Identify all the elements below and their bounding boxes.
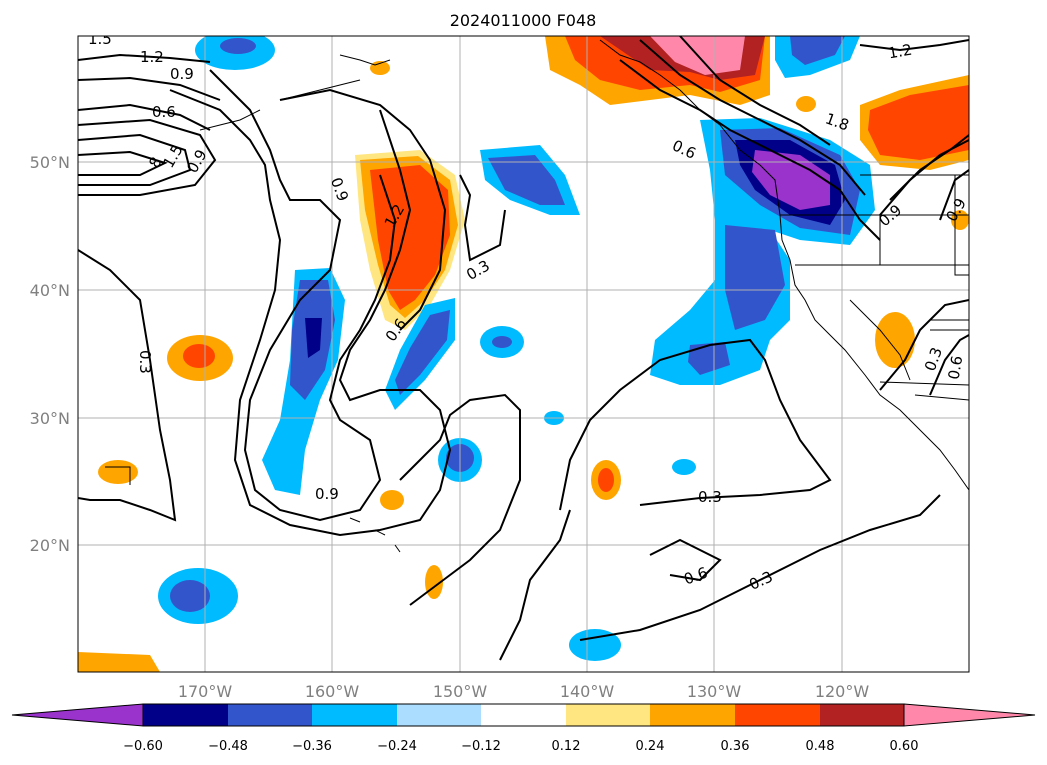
negative-region-pnw-core bbox=[752, 150, 830, 210]
latitude-label: 40°N bbox=[30, 281, 70, 300]
colorbar-tick-label: −0.12 bbox=[461, 739, 501, 754]
longitude-label: 130°W bbox=[687, 682, 742, 701]
colorbar-outline bbox=[142, 703, 905, 727]
contour-pnw-3 bbox=[679, 36, 831, 146]
contour-east-3 bbox=[939, 169, 969, 221]
negative-region-center-diagonal-core bbox=[395, 310, 450, 395]
negative-region-west-streak-core bbox=[305, 318, 322, 358]
positive-region-east-core bbox=[868, 85, 969, 160]
colorbar-segment bbox=[143, 704, 228, 726]
contour-label: 1.5 bbox=[88, 30, 112, 48]
contour-east-south-2 bbox=[929, 334, 969, 396]
colorbar-segment bbox=[312, 704, 397, 726]
contour-label: 0.6 bbox=[152, 103, 176, 121]
contour-0.3-east-loop bbox=[559, 338, 832, 511]
negative-region-topright-core bbox=[790, 36, 845, 65]
latitude-labels: 50°N 40°N 30°N 20°N bbox=[30, 153, 70, 555]
negative-region-southwest-core bbox=[170, 580, 210, 612]
contour-label: 0.3 bbox=[698, 488, 722, 506]
longitude-label: 120°W bbox=[815, 682, 870, 701]
contour-0.3-southeast-2 bbox=[579, 494, 941, 641]
contour-0.6-loop bbox=[169, 89, 452, 537]
contour-east-south-1 bbox=[879, 299, 969, 391]
contour-1.2-topright bbox=[859, 39, 969, 52]
colorbar bbox=[11, 703, 1036, 727]
contour-0.3-west bbox=[78, 249, 177, 522]
colorbar-tick-label: 0.36 bbox=[721, 739, 750, 754]
contour-0.3-southeast bbox=[499, 509, 571, 661]
contour-lines bbox=[78, 36, 969, 661]
colorbar-tick-label: −0.36 bbox=[292, 739, 332, 754]
positive-region-small-1-core bbox=[598, 468, 614, 492]
longitude-labels: 170°W 160°W 150°W 140°W 130°W 120°W bbox=[178, 682, 870, 701]
map-frame bbox=[77, 35, 970, 673]
colorbar-segment bbox=[228, 704, 312, 726]
colorbar-extend-low bbox=[11, 703, 144, 727]
latitude-label: 20°N bbox=[30, 536, 70, 555]
positive-region-far-west bbox=[98, 460, 138, 484]
contour-0.3-central bbox=[279, 88, 447, 331]
colorbar-tick-label: 0.12 bbox=[552, 739, 581, 754]
contour-0.3-south bbox=[399, 393, 521, 606]
negative-region-small-1-core bbox=[492, 336, 512, 348]
map-panel: 1.5 1.2 0.9 0.6 0.9 1.2 0.3 0.6 0.9 0.3 … bbox=[78, 30, 969, 672]
coastlines bbox=[105, 39, 969, 553]
positive-region-small-4 bbox=[875, 312, 915, 368]
positive-region-central-core bbox=[370, 165, 450, 310]
longitude-label: 140°W bbox=[560, 682, 615, 701]
longitude-label: 150°W bbox=[433, 682, 488, 701]
latitude-label: 30°N bbox=[30, 409, 70, 428]
colorbar-segment bbox=[650, 704, 735, 726]
colorbar-segment bbox=[397, 704, 481, 726]
latitude-label: 50°N bbox=[30, 153, 70, 172]
colorbar-tick-label: −0.24 bbox=[377, 739, 417, 754]
colorbar-ticks: −0.60 −0.48 −0.36 −0.24 −0.12 0.12 0.24 … bbox=[123, 739, 918, 754]
colorbar-tick-label: −0.48 bbox=[208, 739, 248, 754]
positive-region-west-small-core bbox=[183, 344, 215, 368]
colorbar-tick-label: 0.48 bbox=[806, 739, 835, 754]
contour-label: 1.2 bbox=[887, 41, 914, 63]
negative-region-topleft-core bbox=[220, 38, 256, 54]
map-title: 2024011000 F048 bbox=[450, 11, 597, 30]
contour-label: 1.2 bbox=[140, 48, 164, 66]
positive-region-small-6 bbox=[796, 96, 816, 112]
longitude-label: 170°W bbox=[178, 682, 233, 701]
contour-pnw-2 bbox=[639, 39, 866, 196]
colorbar-tick-label: −0.60 bbox=[123, 739, 163, 754]
negative-region-south bbox=[569, 629, 621, 661]
contour-0.9-loop bbox=[209, 69, 397, 522]
negative-region-cal bbox=[725, 225, 785, 330]
contour-0.9-west bbox=[78, 76, 221, 101]
contour-label: 0.3 bbox=[136, 350, 154, 374]
contour-label: 0.9 bbox=[315, 485, 339, 503]
longitude-label: 160°W bbox=[305, 682, 360, 701]
contour-0.6-west bbox=[78, 103, 211, 131]
colorbar-tick-label: 0.60 bbox=[890, 739, 919, 754]
negative-region-central-north-core bbox=[488, 155, 565, 205]
positive-region-small-2 bbox=[380, 490, 404, 510]
colorbar-tick-label: 0.24 bbox=[636, 739, 665, 754]
graticule bbox=[78, 36, 969, 672]
positive-region-southwest-corner bbox=[78, 652, 160, 672]
negative-region-small-4 bbox=[672, 459, 696, 475]
contour-cyclone-1 bbox=[78, 118, 217, 196]
contour-pnw-1 bbox=[619, 59, 881, 241]
contour-label: 0.6 bbox=[945, 354, 967, 381]
negative-region-offshore bbox=[688, 342, 730, 375]
contour-cyclone-2 bbox=[78, 133, 192, 186]
contour-east-2 bbox=[889, 134, 969, 201]
contour-0.6-south bbox=[649, 538, 722, 582]
contour-central-north bbox=[459, 174, 506, 262]
colorbar-segment bbox=[735, 704, 820, 726]
contour-1.2-west bbox=[78, 53, 211, 63]
colorbar-extend-high bbox=[903, 703, 1036, 727]
colorbar-segment bbox=[566, 704, 650, 726]
colorbar-segment bbox=[481, 704, 566, 726]
contour-cyclone-3 bbox=[78, 150, 168, 176]
contour-label: 0.9 bbox=[170, 65, 194, 83]
colorbar-segment bbox=[820, 704, 904, 726]
